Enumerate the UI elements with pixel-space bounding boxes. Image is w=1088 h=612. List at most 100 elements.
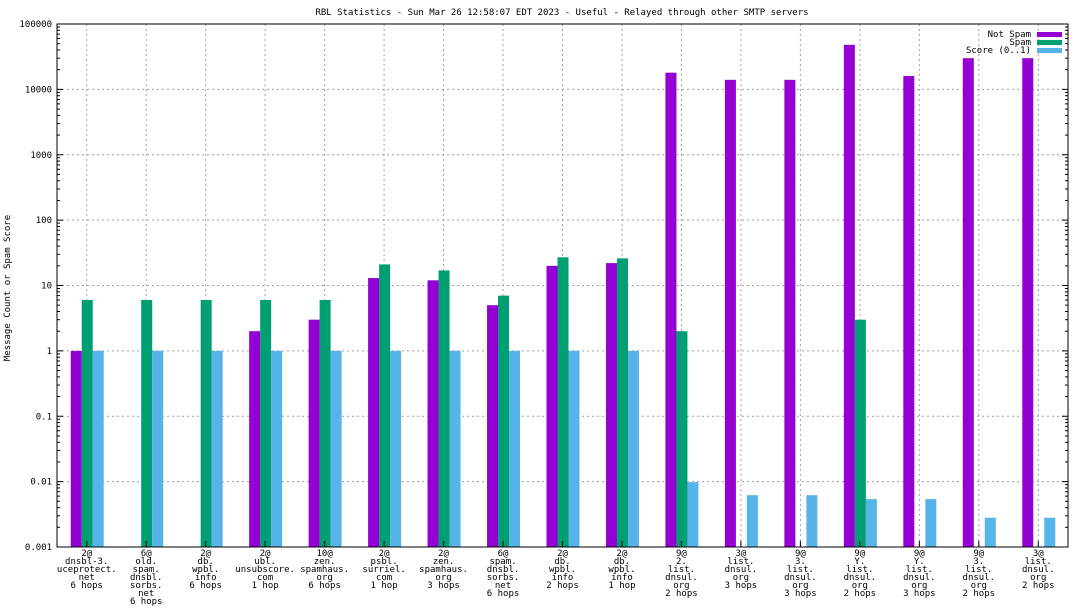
- y-tick-label: 0.01: [30, 478, 52, 488]
- x-tick-label: db.: [198, 557, 214, 567]
- x-tick-label: list.: [727, 557, 754, 567]
- x-tick-label: 6 hops: [308, 581, 341, 591]
- x-tick-label: dnsul.: [1022, 565, 1055, 575]
- x-tick-label: spamhaus.: [300, 565, 349, 575]
- bar-not-spam: [249, 331, 261, 547]
- x-tick-label: 3 hops: [725, 581, 758, 591]
- x-tick-label: com: [376, 573, 392, 583]
- x-tick-label: 1 hop: [608, 581, 635, 591]
- x-tick-label: list.: [965, 565, 992, 575]
- legend-label: Not Spam: [988, 30, 1031, 40]
- legend-label: Score (0..1): [966, 46, 1031, 56]
- bar-score: [568, 350, 580, 547]
- bar-score: [509, 350, 521, 547]
- x-tick-label: com: [257, 573, 273, 583]
- bar-score: [330, 350, 342, 547]
- x-tick-label: unsubscore.: [235, 565, 295, 575]
- legend-label: Spam: [1009, 38, 1031, 48]
- x-tick-label: list.: [787, 565, 814, 575]
- bar-not-spam: [903, 76, 915, 548]
- bar-not-spam: [368, 278, 380, 547]
- y-axis-label: Message Count or Spam Score: [3, 215, 13, 361]
- bar-spam: [319, 300, 331, 547]
- y-tick-label: 10000: [25, 85, 52, 95]
- x-tick-label: org: [673, 581, 689, 591]
- x-tick-label: wpbl.: [549, 565, 576, 575]
- x-tick-label: dnsul.: [784, 573, 817, 583]
- x-tick-label: list.: [906, 565, 933, 575]
- x-tick-label: info: [552, 573, 574, 583]
- x-tick-label: db.: [554, 557, 570, 567]
- bar-score: [1044, 517, 1056, 547]
- x-tick-label: 6@: [498, 549, 509, 559]
- bar-spam: [498, 295, 510, 547]
- x-tick-label: zen.: [314, 557, 336, 567]
- x-tick-label: 10@: [316, 549, 333, 559]
- x-tick-label: dnsbl.: [130, 573, 163, 583]
- bar-not-spam: [605, 263, 617, 547]
- x-tick-label: 6 hops: [487, 589, 520, 599]
- bar-spam: [676, 331, 688, 547]
- bar-not-spam: [665, 72, 677, 548]
- bar-spam: [141, 300, 153, 547]
- x-tick-label: org: [1030, 573, 1046, 583]
- x-tick-label: list.: [668, 565, 695, 575]
- x-tick-label: 9@: [795, 549, 806, 559]
- bar-spam: [81, 300, 93, 547]
- x-tick-label: old.: [135, 557, 157, 567]
- bar-not-spam: [487, 305, 499, 547]
- x-tick-label: dnsbl.: [487, 565, 520, 575]
- bar-score: [627, 350, 639, 547]
- x-tick-label: 3 hops: [903, 589, 936, 599]
- x-tick-label: dnsul.: [725, 565, 758, 575]
- x-tick-label: 2 hops: [844, 589, 877, 599]
- x-tick-label: 3@: [1033, 549, 1044, 559]
- y-tick-label: 1000: [30, 151, 52, 161]
- x-tick-label: 2@: [438, 549, 449, 559]
- x-tick-label: 2 hops: [665, 589, 698, 599]
- x-tick-label: surriel.: [362, 565, 405, 575]
- x-tick-label: 6 hops: [70, 581, 103, 591]
- x-tick-label: dnsul.: [903, 573, 936, 583]
- bar-score: [92, 350, 104, 547]
- bar-score: [865, 499, 877, 547]
- x-tick-label: spam.: [133, 565, 160, 575]
- x-tick-label: 2@: [260, 549, 271, 559]
- y-tick-label: 1: [47, 347, 52, 357]
- chart-title: RBL Statistics - Sun Mar 26 12:58:07 EDT…: [315, 8, 808, 18]
- bar-not-spam: [1022, 58, 1034, 547]
- bar-not-spam: [70, 350, 82, 547]
- x-tick-label: 3 hops: [427, 581, 460, 591]
- x-tick-label: uceprotect.: [57, 565, 117, 575]
- x-tick-label: 3 hops: [784, 589, 817, 599]
- bar-score: [211, 350, 223, 547]
- x-tick-label: net: [495, 581, 511, 591]
- y-tick-label: 0.1: [36, 412, 52, 422]
- bar-spam: [438, 270, 450, 547]
- x-tick-label: org: [733, 573, 749, 583]
- x-tick-label: net: [138, 589, 154, 599]
- y-axis-ticks: 0.001 0.01 0.1 1 10 100 1000 10000 100000: [19, 20, 1068, 553]
- x-tick-label: ubl.: [254, 557, 276, 567]
- x-tick-label: 3.: [795, 557, 806, 567]
- x-tick-label: 6 hops: [189, 581, 222, 591]
- bar-spam: [260, 300, 272, 547]
- bar-not-spam: [724, 79, 736, 548]
- bar-score: [984, 517, 996, 547]
- x-tick-label: sorbs.: [487, 573, 520, 583]
- bars: [70, 44, 1056, 548]
- x-tick-label: 6 hops: [130, 597, 163, 607]
- x-tick-label: list.: [846, 565, 873, 575]
- x-tick-label: 9@: [973, 549, 984, 559]
- x-tick-label: db.: [614, 557, 630, 567]
- x-tick-label: list.: [1025, 557, 1052, 567]
- x-tick-label: 2@: [557, 549, 568, 559]
- x-tick-label: 9@: [676, 549, 687, 559]
- legend-swatch: [1037, 48, 1062, 53]
- x-tick-label: 9@: [914, 549, 925, 559]
- x-tick-label: wpbl.: [608, 565, 635, 575]
- bar-score: [806, 495, 818, 547]
- x-tick-label: org: [792, 581, 808, 591]
- x-tick-label: net: [79, 573, 95, 583]
